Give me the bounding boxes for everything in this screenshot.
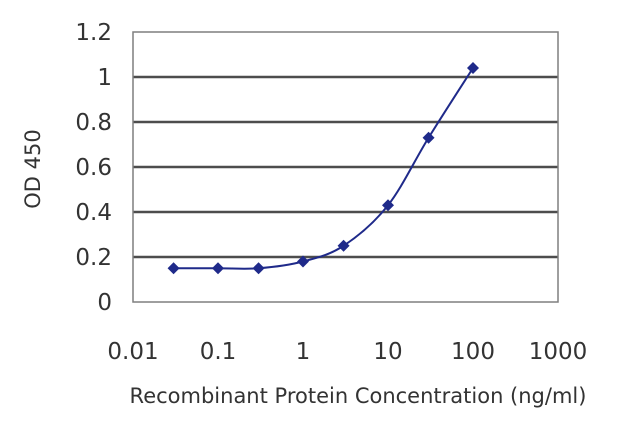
y-axis-title: OD 450 [21,129,45,208]
x-axis-title: Recombinant Protein Concentration (ng/ml… [130,384,587,408]
data-point-marker [252,262,265,275]
x-tick-label: 1 [296,339,311,365]
y-tick-label: 0 [97,290,112,316]
x-axis-ticks: 0.01 0.1 1 10 100 1000 [107,339,587,365]
x-tick-label: 0.1 [200,339,237,365]
data-point-marker [382,199,394,212]
x-tick-label: 0.01 [107,339,158,365]
series-line [173,67,474,270]
y-tick-label: 0.2 [75,245,112,271]
series [167,62,479,275]
y-tick-label: 0.8 [75,110,112,136]
y-tick-label: 0.6 [75,155,112,181]
x-tick-label: 100 [451,339,495,365]
y-tick-label: 0.4 [75,200,112,226]
y-tick-label: 1.2 [75,20,112,46]
y-axis-ticks: 0 0.2 0.4 0.6 0.8 1 1.2 [75,20,112,316]
data-point-marker [297,255,309,268]
y-tick-label: 1 [97,65,112,91]
plot-frame [132,31,559,303]
data-point-marker [212,262,224,275]
grid [133,75,558,259]
plot-border [132,31,559,303]
data-point-marker [337,239,350,252]
x-tick-label: 10 [373,339,402,365]
x-tick-label: 1000 [529,339,588,365]
data-point-marker [467,62,479,74]
data-point-marker [167,262,180,275]
data-point-marker [422,131,435,144]
